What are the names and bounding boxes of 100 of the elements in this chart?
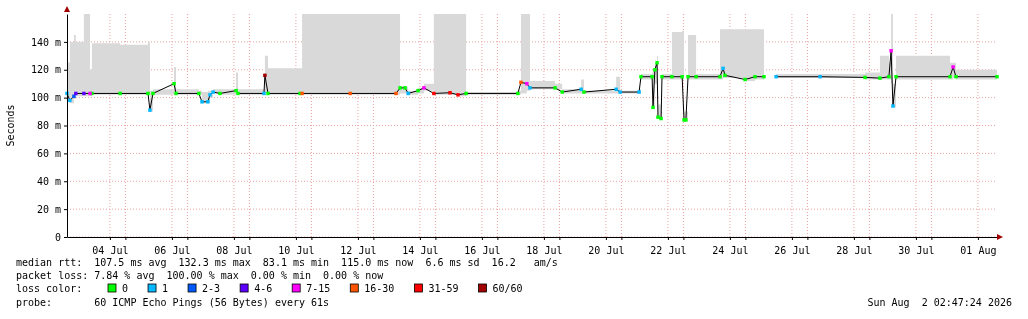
point bbox=[68, 98, 72, 103]
point bbox=[519, 80, 523, 85]
point bbox=[200, 100, 204, 104]
point bbox=[118, 91, 122, 96]
point bbox=[889, 49, 893, 53]
x-tick-label: 18 Jul bbox=[526, 245, 563, 256]
x-tick-label: 16 Jul bbox=[464, 245, 501, 256]
point bbox=[234, 88, 238, 93]
point bbox=[774, 74, 778, 79]
point bbox=[894, 74, 898, 79]
point bbox=[146, 91, 150, 96]
y-tick-label: 60 m bbox=[36, 148, 61, 160]
x-tick-label: 10 Jul bbox=[278, 245, 315, 256]
point bbox=[218, 91, 222, 96]
point bbox=[878, 76, 882, 80]
legend-label: 60/60 bbox=[492, 283, 523, 294]
y-tick-label: 120 m bbox=[30, 64, 61, 76]
point bbox=[653, 68, 657, 72]
point bbox=[651, 105, 655, 110]
point bbox=[951, 65, 955, 69]
point bbox=[655, 61, 659, 65]
x-tick-label: 01 Aug bbox=[960, 245, 997, 256]
point bbox=[403, 86, 407, 90]
point bbox=[670, 74, 674, 79]
point bbox=[394, 91, 398, 96]
point bbox=[174, 91, 178, 96]
x-tick-label: 08 Jul bbox=[216, 245, 253, 256]
point bbox=[206, 100, 210, 104]
point bbox=[211, 90, 215, 94]
legend-label: 2-3 bbox=[202, 283, 221, 294]
point bbox=[398, 86, 402, 90]
point bbox=[262, 91, 266, 96]
point bbox=[82, 91, 86, 96]
legend-title: loss color: bbox=[16, 283, 83, 294]
point bbox=[197, 91, 201, 96]
legend-label: 4-6 bbox=[254, 283, 273, 294]
x-tick-label: 26 Jul bbox=[774, 245, 811, 256]
point bbox=[348, 91, 352, 96]
point bbox=[516, 91, 520, 96]
point bbox=[948, 74, 952, 79]
point bbox=[208, 93, 212, 97]
point bbox=[639, 74, 643, 79]
point bbox=[148, 108, 152, 112]
point bbox=[762, 74, 766, 79]
point bbox=[680, 74, 684, 79]
x-tick-label: 04 Jul bbox=[92, 245, 129, 256]
text: probe: 60 ICMP Echo Pings (56 Bytes) every 61s bbox=[16, 297, 330, 308]
y-tick-label: 140 m bbox=[30, 36, 61, 48]
x-tick-label: 22 Jul bbox=[650, 245, 687, 256]
point bbox=[525, 81, 529, 86]
point bbox=[614, 87, 618, 91]
point bbox=[151, 91, 155, 96]
point bbox=[656, 115, 660, 119]
x-tick-label: 28 Jul bbox=[836, 245, 873, 256]
point bbox=[553, 86, 557, 90]
point bbox=[694, 74, 698, 79]
point bbox=[422, 86, 426, 90]
point bbox=[686, 74, 690, 79]
x-tick-label: 20 Jul bbox=[588, 245, 625, 256]
x-tick-label: 24 Jul bbox=[712, 245, 749, 256]
x-tick-label: 30 Jul bbox=[898, 245, 935, 256]
legend-label: 1 bbox=[162, 283, 169, 294]
point bbox=[266, 91, 270, 96]
point bbox=[637, 90, 641, 94]
point bbox=[650, 74, 654, 79]
x-tick-label: 12 Jul bbox=[340, 245, 377, 256]
point bbox=[528, 86, 532, 90]
legend-label: 31-59 bbox=[428, 283, 459, 294]
point bbox=[863, 75, 867, 80]
x-tick-label: 14 Jul bbox=[402, 245, 439, 256]
text: packet loss: 7.84 % avg 100.00 % max 0.00 % min 0.00 % now bbox=[16, 270, 385, 281]
point bbox=[891, 104, 895, 108]
point bbox=[723, 73, 727, 78]
y-tick-label: 80 m bbox=[36, 120, 61, 132]
point bbox=[432, 91, 436, 96]
point bbox=[618, 90, 622, 94]
point bbox=[753, 74, 757, 79]
point bbox=[236, 91, 240, 96]
point bbox=[954, 74, 958, 79]
y-tick-label: 0 bbox=[54, 231, 61, 243]
legend-label: 7-15 bbox=[306, 283, 331, 294]
legend-label: 0 bbox=[122, 283, 129, 294]
point bbox=[718, 74, 722, 79]
y-tick-label: 40 m bbox=[36, 175, 61, 187]
y-tick-label: 100 m bbox=[30, 92, 61, 104]
point bbox=[660, 74, 664, 79]
text: median rtt: 107.5 ms avg 132.3 ms max 83.1 ms min 115.0 ms now 6.6 ms sd 16.2 am/s bbox=[16, 257, 558, 268]
point bbox=[263, 73, 267, 78]
point bbox=[416, 88, 420, 93]
y-tick-label: 20 m bbox=[36, 203, 61, 215]
point bbox=[818, 74, 822, 79]
x-tick-label: 06 Jul bbox=[154, 245, 191, 256]
point bbox=[887, 74, 891, 79]
point bbox=[448, 91, 452, 95]
point bbox=[464, 91, 468, 96]
text: Sun Aug 2 02:47:24 2026 bbox=[867, 297, 1012, 308]
point bbox=[172, 81, 176, 86]
point bbox=[659, 116, 663, 121]
legend-label: 16-30 bbox=[364, 283, 395, 294]
point bbox=[406, 91, 410, 96]
